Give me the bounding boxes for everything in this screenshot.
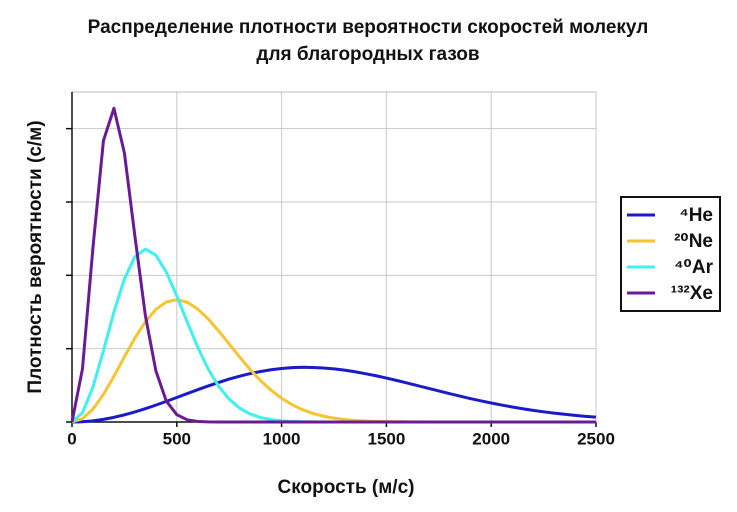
x-tick-label: 500 [163, 429, 191, 448]
x-tick-label: 1500 [367, 429, 405, 448]
legend-label: ⁴⁰Ar [674, 257, 713, 278]
x-tick-label: 2500 [577, 429, 615, 448]
plot-area [71, 91, 597, 423]
legend-label: ⁴He [679, 205, 713, 226]
chart-title: Распределение плотности вероятности скор… [88, 17, 649, 38]
legend-label: ²⁰Ne [674, 231, 713, 252]
line-series [70, 106, 596, 424]
x-tick-label: 1000 [263, 429, 301, 448]
x-axis-label: Скорость (м/с) [278, 477, 415, 498]
chart-title: для благородных газов [256, 44, 479, 65]
line-series [71, 365, 597, 424]
x-tick-label: 2000 [472, 429, 510, 448]
x-tick-label: 0 [67, 429, 76, 448]
legend-label: ¹³²Xe [671, 283, 713, 304]
y-axis-label: Плотность вероятности (с/м) [25, 120, 46, 393]
